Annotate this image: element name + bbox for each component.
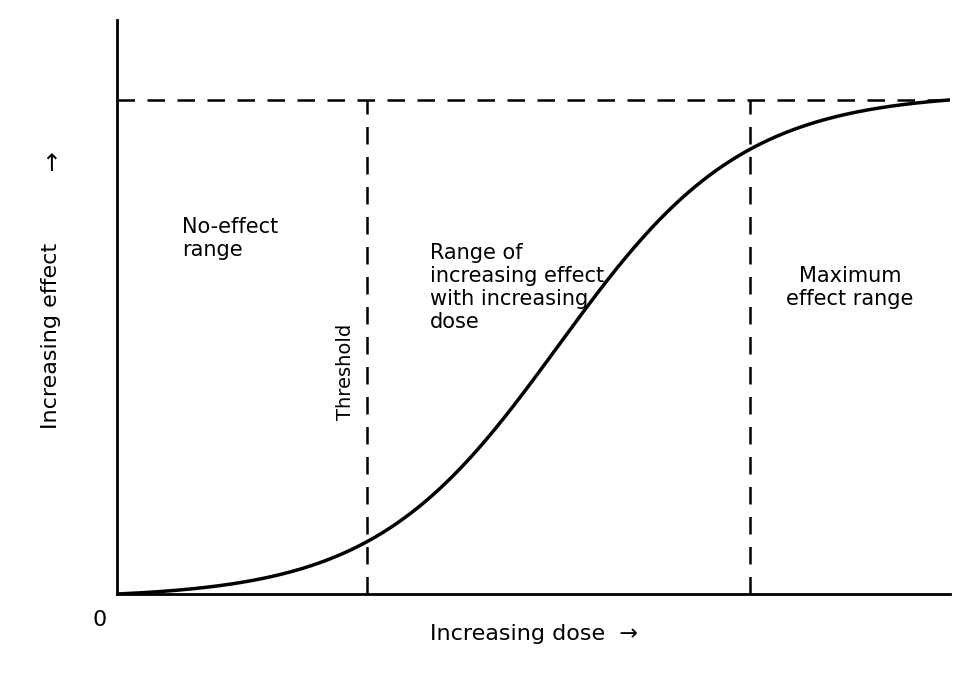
Text: 0: 0 bbox=[92, 610, 107, 630]
Text: Maximum
effect range: Maximum effect range bbox=[785, 266, 912, 309]
Text: No-effect
range: No-effect range bbox=[182, 217, 278, 260]
Text: Increasing effect: Increasing effect bbox=[41, 243, 61, 429]
Text: Increasing dose  →: Increasing dose → bbox=[429, 624, 637, 644]
Text: ↑: ↑ bbox=[41, 152, 61, 176]
Text: Range of
increasing effect
with increasing
dose: Range of increasing effect with increasi… bbox=[429, 243, 603, 333]
Text: Threshold: Threshold bbox=[335, 323, 354, 420]
